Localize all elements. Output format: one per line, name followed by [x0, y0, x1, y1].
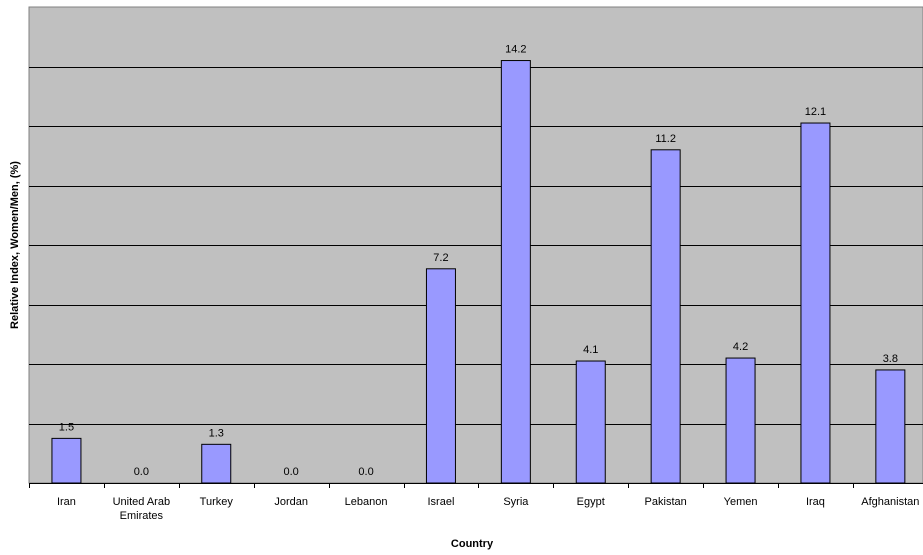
x-tick-label: Lebanon — [345, 496, 388, 508]
data-label: 7.2 — [433, 252, 448, 264]
data-label: 0.0 — [134, 466, 149, 478]
x-tick-label: Syria — [503, 496, 529, 508]
bar-iraq — [800, 122, 831, 484]
bars — [51, 60, 906, 484]
gridlines — [29, 67, 923, 425]
data-labels: 1.5 0.0 1.3 0.0 0.0 7.2 14.2 4.1 11.2 4.2 12.1 3.8 — [59, 44, 898, 478]
y-axis-title: Relative Index, Women/Men, (%) — [9, 161, 21, 329]
x-tick-label: Jordan — [274, 496, 308, 508]
data-label: 4.2 — [733, 341, 748, 353]
x-tick-label: Egypt — [577, 496, 605, 508]
x-axis-title: Country — [451, 538, 494, 550]
bar-yemen — [725, 357, 756, 484]
x-tick-label: Israel — [427, 496, 454, 508]
x-tick-label: Yemen — [724, 496, 758, 508]
data-label: 1.5 — [59, 421, 74, 433]
data-label: 14.2 — [505, 44, 526, 56]
x-tick-label: Pakistan — [645, 496, 687, 508]
bar-israel — [425, 268, 456, 484]
bar-turkey — [201, 443, 232, 484]
x-tick-label: Afghanistan — [861, 496, 919, 508]
data-label: 0.0 — [284, 466, 299, 478]
x-axis — [29, 483, 923, 488]
bar-iran — [51, 437, 82, 484]
bar-egypt — [575, 360, 606, 484]
data-label: 0.0 — [358, 466, 373, 478]
bar-pakistan — [650, 149, 681, 484]
bar-afghanistan — [875, 369, 906, 484]
x-tick-labels: Iran United Arab Emirates Turkey Jordan Leban… — [57, 496, 919, 522]
data-label: 12.1 — [805, 106, 826, 118]
bar-syria — [500, 60, 531, 484]
data-label: 1.3 — [209, 427, 224, 439]
x-tick-label: Iraq — [806, 496, 825, 508]
x-tick-label: Turkey — [200, 496, 234, 508]
data-label: 11.2 — [655, 133, 676, 145]
x-tick-label: Iran — [57, 496, 76, 508]
data-label: 3.8 — [883, 353, 898, 365]
x-tick-label: United Arab Emirates — [113, 496, 170, 522]
data-label: 4.1 — [583, 344, 598, 356]
